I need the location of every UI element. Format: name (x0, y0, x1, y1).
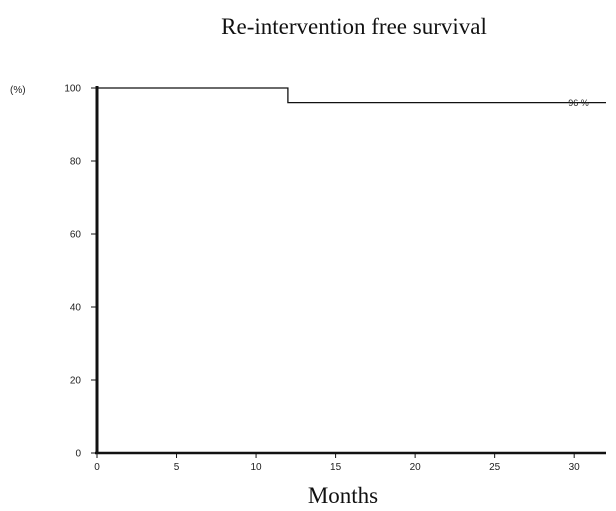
x-axis-label: Months (308, 483, 378, 508)
y-tick-label: 80 (70, 157, 82, 168)
annotation-layer: 96 % (568, 98, 589, 108)
x-axis-ticks: 0 5 10 15 20 25 30 (94, 453, 580, 473)
x-tick-label: 15 (330, 462, 342, 473)
y-tick-label: 20 (70, 376, 82, 387)
annotation-label: 96 % (568, 98, 589, 108)
y-tick-label: 100 (64, 84, 81, 95)
x-tick-label: 25 (489, 462, 501, 473)
y-axis-ticks: 0 20 40 60 80 100 (64, 84, 97, 460)
series-layer (97, 87, 606, 104)
y-tick-label: 60 (70, 230, 82, 241)
chart-title: Re-intervention free survival (221, 14, 487, 39)
x-tick-label: 5 (174, 462, 180, 473)
y-axis-unit-label: (%) (10, 85, 26, 96)
chart-axes (95, 86, 606, 455)
y-tick-label: 40 (70, 303, 82, 314)
y-tick-label: 0 (75, 449, 81, 460)
survival-curve (97, 87, 606, 104)
x-tick-label: 20 (410, 462, 422, 473)
x-tick-label: 0 (94, 462, 100, 473)
x-tick-label: 10 (251, 462, 263, 473)
x-tick-label: 30 (569, 462, 581, 473)
